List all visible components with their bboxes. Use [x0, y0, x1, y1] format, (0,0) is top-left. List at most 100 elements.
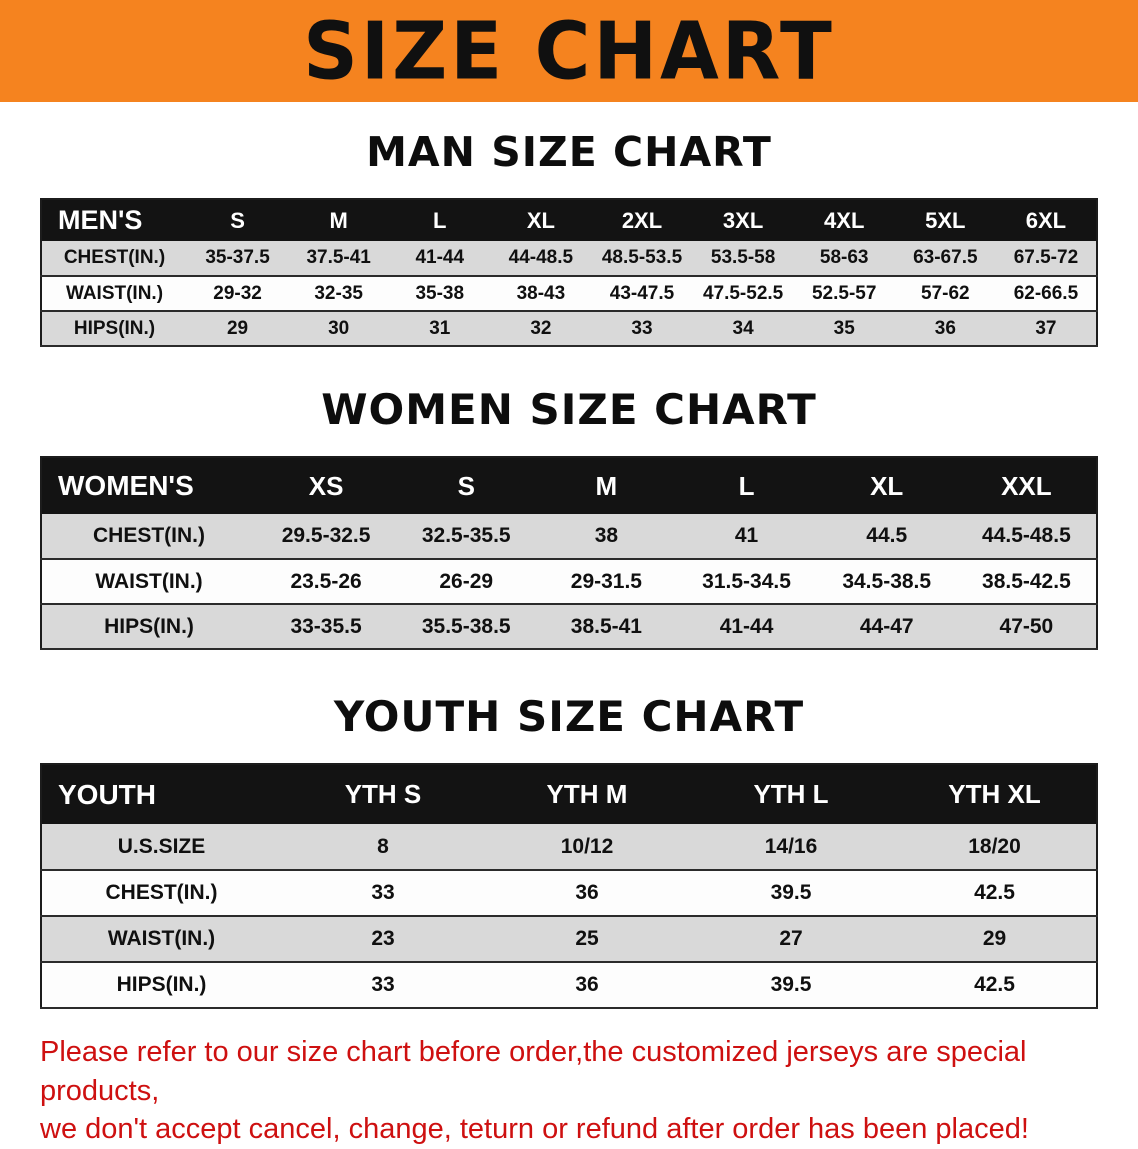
- measurement-label: CHEST(IN.): [41, 870, 281, 917]
- disclaimer-line-1: Please refer to our size chart before or…: [40, 1036, 1027, 1107]
- measurement-value: 34.5-38.5: [816, 559, 957, 605]
- measurement-value: 41: [676, 514, 817, 560]
- measurement-value: 30: [288, 311, 390, 347]
- measurement-value: 31: [389, 311, 491, 347]
- table-header-row: YOUTH YTH S YTH M YTH L YTH XL: [41, 764, 1097, 824]
- table-row: HIPS(IN.) 33-35.5 35.5-38.5 38.5-41 41-44 44-…: [41, 604, 1097, 650]
- table-header-row: WOMEN'S XS S M L XL XXL: [41, 457, 1097, 514]
- measurement-value: 29: [187, 311, 289, 347]
- measurement-value: 37: [995, 311, 1097, 347]
- measurement-value: 26-29: [396, 559, 537, 605]
- measurement-value: 35-37.5: [187, 241, 289, 277]
- measurement-value: 57-62: [894, 276, 996, 312]
- table-header-row: MEN'S S M L XL 2XL 3XL 4XL 5XL 6XL: [41, 199, 1097, 241]
- measurement-value: 36: [485, 962, 689, 1009]
- table-row: CHEST(IN.) 33 36 39.5 42.5: [41, 870, 1097, 917]
- measurement-value: 34: [692, 311, 794, 347]
- measurement-value: 35.5-38.5: [396, 604, 537, 650]
- measurement-value: 23: [281, 916, 485, 963]
- table-row: U.S.SIZE 8 10/12 14/16 18/20: [41, 824, 1097, 871]
- measurement-label: HIPS(IN.): [41, 604, 256, 650]
- table-row: CHEST(IN.) 35-37.5 37.5-41 41-44 44-48.5 48.5…: [41, 241, 1097, 277]
- size-column-header: 3XL: [692, 199, 794, 241]
- measurement-value: 18/20: [893, 824, 1097, 871]
- measurement-value: 10/12: [485, 824, 689, 871]
- youth-size-table: YOUTH YTH S YTH M YTH L YTH XL U.S.SIZE 8 10/12…: [40, 763, 1098, 1009]
- measurement-value: 31.5-34.5: [676, 559, 817, 605]
- measurement-label: WAIST(IN.): [41, 276, 187, 312]
- men-size-section: MAN SIZE CHART MEN'S S M L XL 2XL 3XL 4XL 5XL 6XL…: [0, 128, 1138, 347]
- measurement-value: 32: [490, 311, 592, 347]
- men-size-table: MEN'S S M L XL 2XL 3XL 4XL 5XL 6XL CHEST(IN.) 35-37…: [40, 198, 1098, 347]
- measurement-value: 35-38: [389, 276, 491, 312]
- table-row: WAIST(IN.) 23 25 27 29: [41, 916, 1097, 963]
- measurement-value: 44.5: [816, 514, 957, 560]
- measurement-value: 29.5-32.5: [256, 514, 397, 560]
- measurement-value: 67.5-72: [995, 241, 1097, 277]
- table-title-cell: MEN'S: [41, 199, 187, 241]
- measurement-value: 29-32: [187, 276, 289, 312]
- size-column-header: M: [288, 199, 390, 241]
- size-column-header: 4XL: [793, 199, 895, 241]
- table-title-cell: WOMEN'S: [41, 457, 256, 514]
- disclaimer-line-2: we don't accept cancel, change, teturn o…: [40, 1113, 1029, 1146]
- size-column-header: 2XL: [591, 199, 693, 241]
- measurement-value: 35: [793, 311, 895, 347]
- women-section-heading: WOMEN SIZE CHART: [321, 385, 817, 434]
- size-column-header: M: [536, 457, 677, 514]
- size-column-header: YTH S: [281, 764, 485, 824]
- measurement-value: 44.5-48.5: [956, 514, 1097, 560]
- table-row: HIPS(IN.) 33 36 39.5 42.5: [41, 962, 1097, 1009]
- measurement-value: 38-43: [490, 276, 592, 312]
- measurement-label: CHEST(IN.): [41, 241, 187, 277]
- order-disclaimer: Please refer to our size chart before or…: [40, 1033, 1096, 1149]
- men-section-heading: MAN SIZE CHART: [366, 128, 772, 176]
- measurement-value: 38.5-41: [536, 604, 677, 650]
- size-column-header: 5XL: [894, 199, 996, 241]
- measurement-value: 37.5-41: [288, 241, 390, 277]
- measurement-value: 23.5-26: [256, 559, 397, 605]
- measurement-value: 33: [281, 962, 485, 1009]
- women-size-section: WOMEN SIZE CHART WOMEN'S XS S M L XL XXL CHEST(…: [0, 385, 1138, 650]
- measurement-value: 44-47: [816, 604, 957, 650]
- size-column-header: 6XL: [995, 199, 1097, 241]
- size-column-header: YTH XL: [893, 764, 1097, 824]
- measurement-label: U.S.SIZE: [41, 824, 281, 871]
- measurement-value: 42.5: [893, 870, 1097, 917]
- measurement-value: 33-35.5: [256, 604, 397, 650]
- table-row: HIPS(IN.) 29 30 31 32 33 34 35 36 37: [41, 311, 1097, 347]
- size-column-header: S: [187, 199, 289, 241]
- table-row: WAIST(IN.) 23.5-26 26-29 29-31.5 31.5-34.5 34…: [41, 559, 1097, 605]
- measurement-value: 53.5-58: [692, 241, 794, 277]
- measurement-value: 32-35: [288, 276, 390, 312]
- measurement-value: 29: [893, 916, 1097, 963]
- measurement-label: CHEST(IN.): [41, 514, 256, 560]
- measurement-value: 39.5: [689, 870, 893, 917]
- table-row: WAIST(IN.) 29-32 32-35 35-38 38-43 43-47.5 47.…: [41, 276, 1097, 312]
- measurement-label: WAIST(IN.): [41, 559, 256, 605]
- size-column-header: XL: [816, 457, 957, 514]
- measurement-value: 43-47.5: [591, 276, 693, 312]
- measurement-value: 36: [485, 870, 689, 917]
- table-row: CHEST(IN.) 29.5-32.5 32.5-35.5 38 41 44.5 44.5…: [41, 514, 1097, 560]
- measurement-value: 58-63: [793, 241, 895, 277]
- measurement-value: 42.5: [893, 962, 1097, 1009]
- youth-size-section: YOUTH SIZE CHART YOUTH YTH S YTH M YTH L YTH…: [0, 692, 1138, 1009]
- measurement-value: 38: [536, 514, 677, 560]
- page-title: SIZE CHART: [303, 3, 835, 98]
- measurement-value: 33: [591, 311, 693, 347]
- measurement-value: 41-44: [676, 604, 817, 650]
- measurement-value: 14/16: [689, 824, 893, 871]
- measurement-value: 25: [485, 916, 689, 963]
- measurement-label: HIPS(IN.): [41, 962, 281, 1009]
- measurement-value: 52.5-57: [793, 276, 895, 312]
- size-column-header: S: [396, 457, 537, 514]
- measurement-value: 63-67.5: [894, 241, 996, 277]
- youth-section-heading: YOUTH SIZE CHART: [333, 692, 805, 741]
- measurement-value: 62-66.5: [995, 276, 1097, 312]
- measurement-value: 48.5-53.5: [591, 241, 693, 277]
- measurement-label: WAIST(IN.): [41, 916, 281, 963]
- size-column-header: XL: [490, 199, 592, 241]
- measurement-value: 32.5-35.5: [396, 514, 537, 560]
- size-column-header: XXL: [956, 457, 1097, 514]
